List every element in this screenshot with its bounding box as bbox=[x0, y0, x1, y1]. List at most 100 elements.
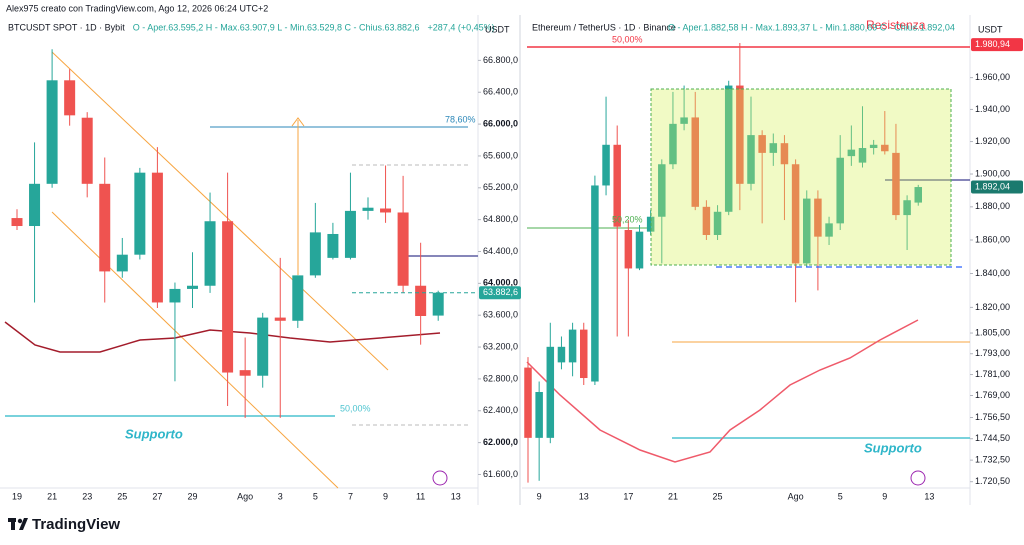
moving-average bbox=[526, 319, 919, 463]
candle-body bbox=[524, 367, 532, 438]
y-tick-label: 1.920,00 bbox=[975, 136, 1010, 146]
x-tick-label: 7 bbox=[348, 491, 353, 501]
y-tick-label: 63.600,0 bbox=[483, 310, 518, 320]
range-box bbox=[650, 88, 952, 266]
y-tick-label: 1.720,50 bbox=[975, 476, 1010, 486]
y-tick-label: 1.940,00 bbox=[975, 104, 1010, 114]
price-label-box bbox=[479, 286, 521, 300]
y-tick-label: 61.600,0 bbox=[483, 469, 518, 479]
candle-body bbox=[64, 80, 76, 116]
annotation: Supporto bbox=[864, 440, 922, 455]
x-tick-label: 27 bbox=[152, 491, 162, 501]
candle-body bbox=[535, 391, 543, 438]
candle-body bbox=[680, 117, 688, 124]
candle-body bbox=[758, 135, 766, 153]
candle-body bbox=[580, 329, 588, 379]
y-tick-label: 64.000,0 bbox=[483, 278, 518, 288]
candle-body bbox=[624, 230, 633, 269]
candle-body bbox=[116, 254, 128, 272]
candle-body bbox=[881, 144, 889, 152]
chart-title: BTCUSDT SPOT · 1D · Bybit bbox=[8, 22, 125, 32]
price-label: 63.882,6 bbox=[483, 287, 518, 297]
candle-body bbox=[869, 144, 878, 149]
candle-body bbox=[825, 223, 833, 237]
ohlc-legend: O - Aper.1.882,58 H - Max.1.893,37 L - M… bbox=[668, 22, 955, 32]
x-tick-label: 23 bbox=[82, 491, 92, 501]
candle-body bbox=[791, 164, 800, 264]
candle-body bbox=[613, 144, 621, 227]
event-icon[interactable] bbox=[910, 470, 926, 486]
x-tick-label: 5 bbox=[313, 491, 318, 501]
candle-body bbox=[658, 164, 666, 217]
y-tick-label: 66.000,0 bbox=[483, 118, 518, 128]
event-icon[interactable] bbox=[432, 470, 448, 486]
candle-body bbox=[602, 144, 610, 186]
y-tick-label: 1.860,00 bbox=[975, 234, 1010, 244]
y-tick-label: 1.744,50 bbox=[975, 433, 1010, 443]
arrow-head bbox=[291, 117, 305, 127]
candle-body bbox=[344, 210, 356, 258]
x-tick-label: 5 bbox=[838, 491, 843, 501]
candles bbox=[524, 43, 922, 483]
logo-mark bbox=[17, 518, 23, 524]
candle-body bbox=[81, 117, 93, 184]
y-tick-label: 62.800,0 bbox=[483, 373, 518, 383]
candle-body bbox=[557, 346, 566, 363]
candle-body bbox=[713, 211, 722, 235]
candle-body bbox=[780, 143, 789, 165]
candle-body bbox=[292, 275, 304, 321]
y-tick-label: 66.800,0 bbox=[483, 55, 518, 65]
y-tick-label: 1.793,00 bbox=[975, 348, 1010, 358]
annotation: 78,60% bbox=[445, 114, 476, 124]
candle-body bbox=[724, 85, 733, 212]
y-tick-label: 62.000,0 bbox=[483, 437, 518, 447]
candle-body bbox=[903, 200, 911, 216]
brand: TradingView bbox=[32, 516, 120, 533]
change: +287,4 (+0,45%) bbox=[428, 22, 495, 32]
y-tick-label: 1.840,00 bbox=[975, 268, 1010, 278]
candle-body bbox=[222, 221, 234, 373]
candle-body bbox=[591, 185, 599, 382]
candle-body bbox=[769, 143, 778, 153]
x-tick-label: 21 bbox=[47, 491, 57, 501]
candle-body bbox=[11, 218, 23, 227]
axis-unit: USDT bbox=[978, 24, 1003, 34]
price-label-box bbox=[971, 38, 1023, 52]
candle-body bbox=[568, 329, 577, 363]
y-tick-label: 65.600,0 bbox=[483, 150, 518, 160]
candle-body bbox=[432, 292, 444, 316]
candle-body bbox=[99, 183, 111, 272]
candle-body bbox=[814, 198, 822, 237]
candle-body bbox=[747, 135, 755, 184]
x-tick-label: 11 bbox=[416, 491, 425, 501]
x-tick-label: Ago bbox=[788, 491, 804, 501]
y-tick-label: 1.756,50 bbox=[975, 412, 1010, 422]
candle-body bbox=[151, 172, 163, 303]
candle-body bbox=[669, 123, 677, 165]
candle-body bbox=[736, 85, 744, 184]
x-tick-label: 3 bbox=[278, 491, 283, 501]
candle-body bbox=[362, 207, 374, 211]
x-tick-label: 13 bbox=[579, 491, 589, 501]
axis-unit: USDT bbox=[485, 24, 510, 34]
candle-body bbox=[169, 288, 181, 303]
x-tick-label: 9 bbox=[537, 491, 542, 501]
candle-body bbox=[847, 149, 856, 157]
candle-body bbox=[327, 233, 339, 258]
y-tick-label: 62.400,0 bbox=[483, 405, 518, 415]
y-tick-label: 64.400,0 bbox=[483, 246, 518, 256]
price-label-box bbox=[971, 180, 1023, 194]
logo-mark bbox=[11, 518, 15, 530]
candle-body bbox=[204, 221, 216, 286]
candle-body bbox=[914, 187, 922, 203]
logo bbox=[8, 518, 28, 530]
candle-body bbox=[309, 232, 321, 276]
candle-body bbox=[546, 346, 555, 438]
candle-body bbox=[691, 117, 699, 207]
candles bbox=[11, 49, 444, 418]
y-tick-label: 63.200,0 bbox=[483, 341, 518, 351]
candle-body bbox=[397, 212, 409, 286]
right-drawings bbox=[526, 46, 970, 463]
